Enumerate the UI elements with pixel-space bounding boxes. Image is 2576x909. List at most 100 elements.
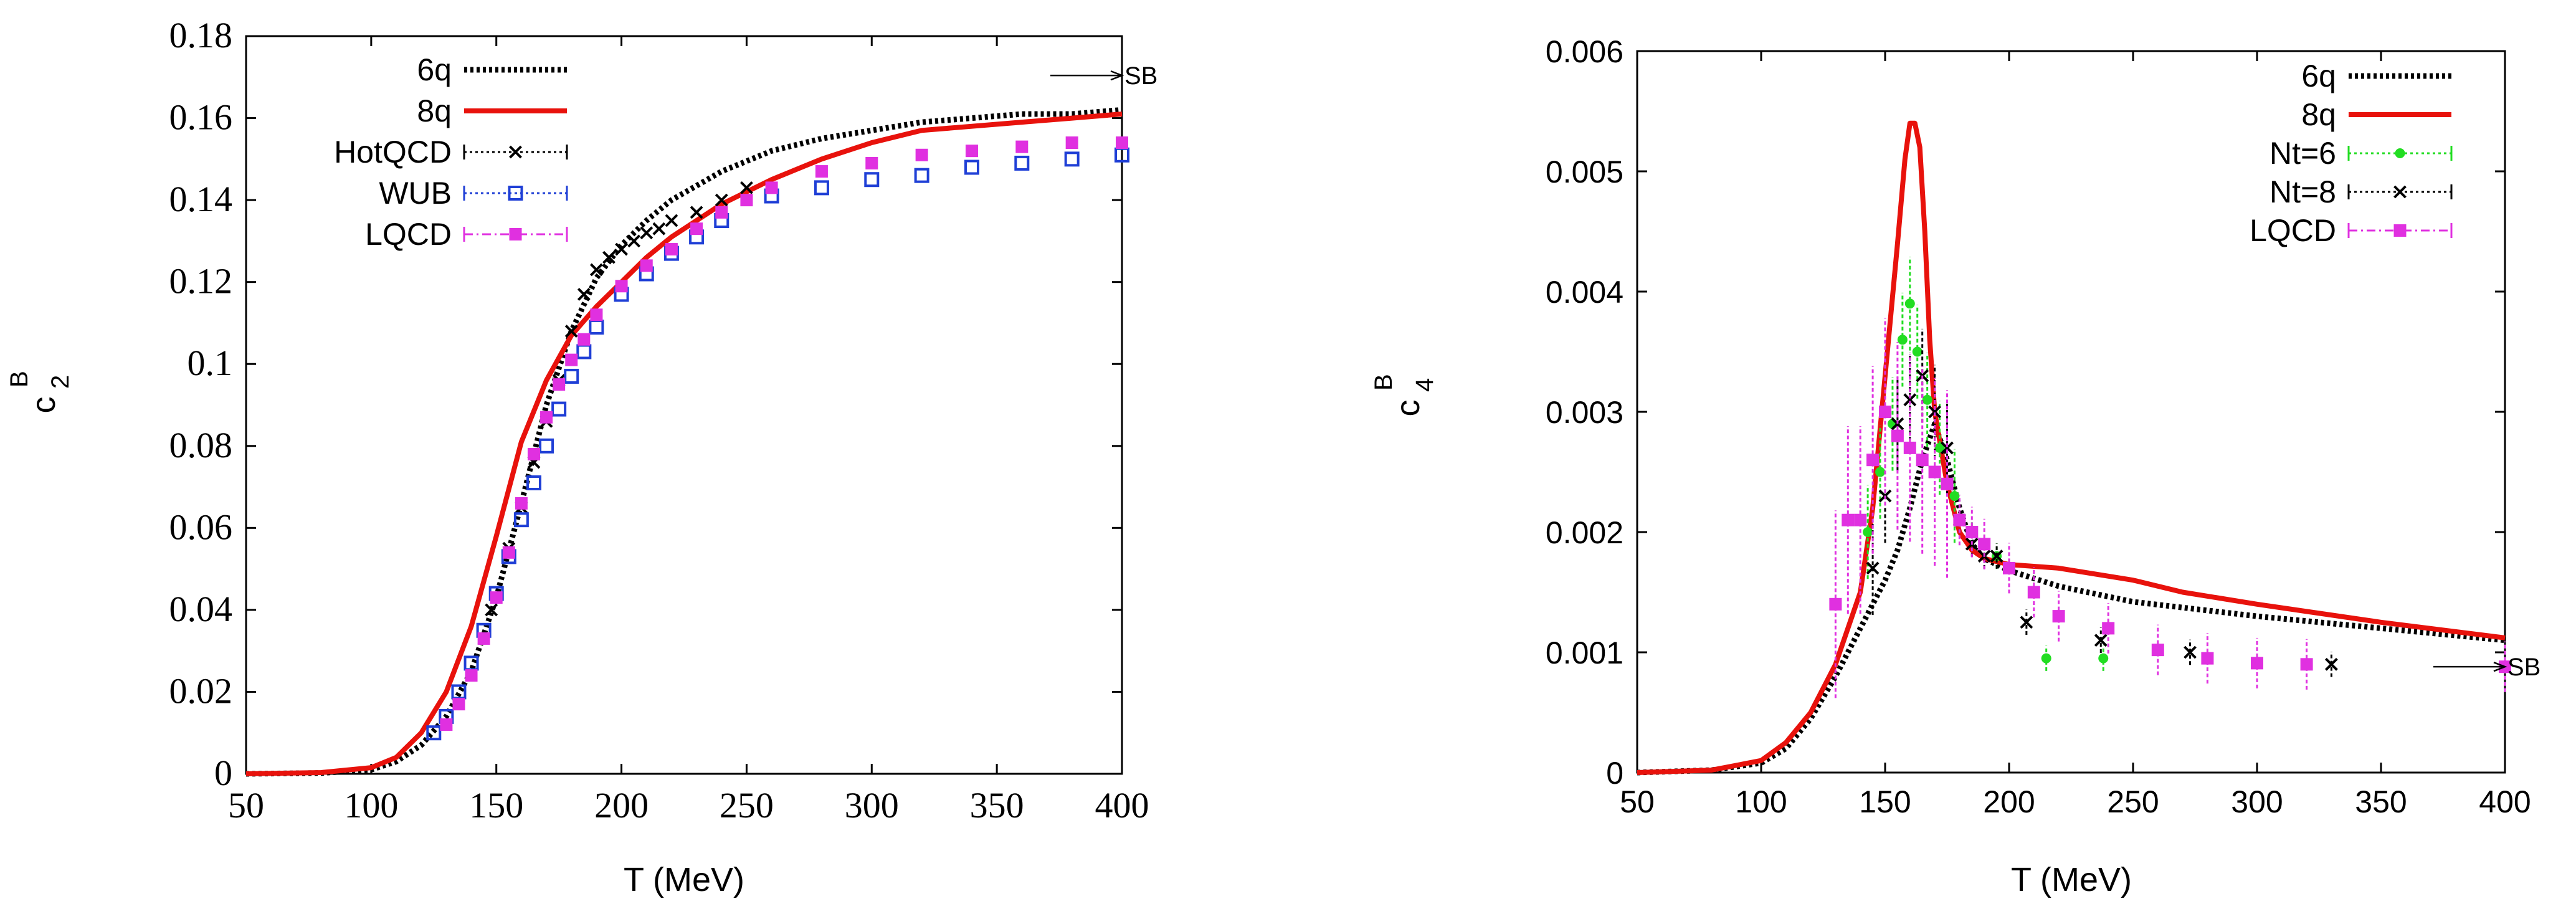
series-nt-6 (1863, 257, 2109, 671)
data-point (2324, 657, 2338, 671)
data-point (564, 368, 579, 384)
data-point (2201, 652, 2214, 665)
y-axis-label-base: c (25, 397, 62, 414)
y-tick-label: 0.08 (169, 425, 233, 465)
data-point (577, 287, 591, 301)
data-point (1065, 136, 1078, 150)
data-point (2184, 645, 2197, 659)
x-tick-label: 150 (1859, 784, 1911, 819)
chart-c4b: 50 100 150 200 250 300 350 400 0 0.001 0.002 0.003… (1370, 34, 2540, 898)
data-point (539, 438, 554, 454)
y-axis-ticks: 0 0.001 0.002 0.003 0.004 0.005 0.006 (1546, 34, 2505, 791)
data-point (1064, 151, 1080, 167)
data-point (1949, 491, 1960, 502)
chart-c2b: 50 100 150 200 250 300 350 400 0 0.02 0.04 0.06 0.0… (6, 15, 1157, 898)
x-tick-label: 50 (228, 785, 264, 826)
data-point (564, 325, 578, 338)
data-point (2094, 634, 2108, 647)
y-tick-label: 0.001 (1546, 635, 1623, 670)
x-tick-label: 50 (1620, 784, 1655, 819)
data-point (2020, 616, 2033, 629)
x-axis-label: T (MeV) (624, 861, 744, 898)
data-point (589, 263, 603, 277)
data-point (508, 186, 523, 201)
series-hotqcd (485, 181, 753, 617)
data-point (964, 159, 979, 175)
x-tick-label: 250 (2107, 784, 2159, 819)
series-line (1637, 120, 2506, 775)
data-point (589, 320, 604, 335)
data-point (915, 148, 928, 161)
y-axis-label-sub: 4 (1411, 378, 1438, 392)
data-point (1941, 477, 1954, 490)
data-point (615, 242, 628, 256)
y-tick-label: 0.02 (169, 670, 233, 711)
data-point (914, 168, 929, 183)
data-point (2251, 657, 2263, 670)
legend: 6q 8q Nt=6Nt=8 LQCD (2250, 59, 2453, 248)
data-point (640, 226, 654, 240)
series-lqcd (1829, 318, 2511, 698)
y-tick-label: 0.12 (169, 261, 233, 302)
legend-label: Nt=6 (2269, 136, 2336, 171)
data-point (576, 344, 592, 359)
data-point (540, 411, 553, 424)
data-point (565, 353, 578, 366)
legend-label: Nt=8 (2269, 174, 2336, 209)
data-point (1953, 513, 1966, 526)
x-tick-label: 150 (469, 785, 523, 826)
series-8q (245, 112, 1123, 776)
data-point (1903, 393, 1917, 407)
data-point (1941, 441, 1954, 455)
data-point (2395, 148, 2405, 158)
y-axis-label-super: B (6, 371, 33, 388)
data-point (690, 222, 703, 236)
data-point (1928, 465, 1941, 478)
data-point (1912, 346, 1922, 357)
sb-marker: SB (2433, 654, 2540, 681)
series-line (1637, 421, 2506, 776)
y-tick-label: 0.005 (1546, 155, 1623, 189)
data-point (590, 308, 603, 321)
y-tick-label: 0.003 (1546, 395, 1623, 430)
data-point (640, 259, 653, 272)
data-point (553, 378, 566, 391)
data-point (615, 280, 628, 293)
y-axis-label-super: B (1370, 374, 1397, 391)
x-axis-label: T (MeV) (2011, 861, 2132, 898)
data-point (1866, 454, 1880, 467)
data-point (665, 214, 678, 227)
data-point (2041, 653, 2051, 664)
data-point (1978, 538, 1991, 551)
data-point (2393, 185, 2407, 199)
data-point (1904, 298, 1915, 309)
series-layer (245, 107, 1129, 777)
data-point (485, 603, 498, 617)
data-point (1897, 335, 1908, 345)
data-point (1891, 417, 1904, 431)
y-axis-ticks: 0 0.02 0.04 0.06 0.08 0.1 0.12 0.14 0.16 0.18 (169, 15, 1122, 793)
data-point (1990, 550, 2003, 563)
legend: 6q 8q HotQCD WUB LQCD (334, 52, 568, 252)
sb-marker: SB (1050, 62, 1157, 90)
data-point (2393, 224, 2407, 237)
y-tick-label: 0.002 (1546, 515, 1623, 550)
x-axis-ticks: 50 100 150 200 250 300 350 400 (228, 36, 1149, 826)
series-line (245, 107, 1123, 777)
data-point (1934, 442, 1945, 453)
x-tick-label: 300 (845, 785, 899, 826)
legend-label: WUB (379, 176, 452, 211)
data-point (465, 669, 478, 682)
x-tick-label: 400 (1095, 785, 1149, 826)
y-axis-label-sub: 2 (47, 375, 74, 389)
data-point (477, 632, 490, 645)
data-point (1863, 527, 1873, 537)
data-point (1116, 136, 1128, 150)
data-point (1829, 597, 1842, 611)
data-point (1842, 513, 1855, 526)
y-tick-label: 0.16 (169, 97, 233, 138)
data-point (1875, 467, 1886, 477)
x-tick-label: 100 (1735, 784, 1787, 819)
series-layer (1637, 120, 2511, 776)
data-point (2052, 610, 2065, 623)
